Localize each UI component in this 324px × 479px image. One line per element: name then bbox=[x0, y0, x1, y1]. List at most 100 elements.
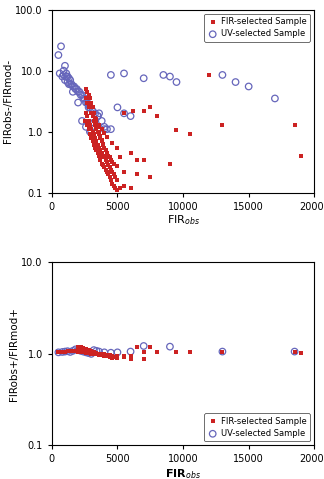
FIR-selected Sample bbox=[102, 351, 107, 359]
FIR-selected Sample bbox=[75, 348, 81, 355]
Y-axis label: FIRobs+/FIRmod+: FIRobs+/FIRmod+ bbox=[9, 307, 19, 401]
FIR-selected Sample bbox=[86, 91, 91, 99]
FIR-selected Sample bbox=[148, 103, 153, 111]
FIR-selected Sample bbox=[94, 349, 99, 357]
FIR-selected Sample bbox=[154, 348, 159, 356]
UV-selected Sample bbox=[141, 74, 146, 82]
FIR-selected Sample bbox=[94, 137, 99, 145]
FIR-selected Sample bbox=[91, 141, 97, 149]
FIR-selected Sample bbox=[86, 346, 91, 354]
FIR-selected Sample bbox=[91, 348, 97, 356]
UV-selected Sample bbox=[167, 73, 172, 80]
FIR-selected Sample bbox=[65, 347, 70, 355]
UV-selected Sample bbox=[87, 103, 92, 111]
FIR-selected Sample bbox=[102, 352, 107, 359]
FIR-selected Sample bbox=[93, 121, 98, 128]
FIR-selected Sample bbox=[112, 184, 117, 192]
UV-selected Sample bbox=[91, 346, 97, 354]
FIR-selected Sample bbox=[108, 176, 113, 184]
X-axis label: FIR$_{obs}$: FIR$_{obs}$ bbox=[167, 213, 200, 227]
UV-selected Sample bbox=[95, 112, 100, 120]
FIR-selected Sample bbox=[115, 176, 120, 184]
UV-selected Sample bbox=[73, 345, 78, 353]
FIR-selected Sample bbox=[115, 354, 120, 362]
FIR-selected Sample bbox=[93, 114, 98, 122]
FIR-selected Sample bbox=[141, 107, 146, 114]
FIR-selected Sample bbox=[85, 88, 90, 96]
FIR-selected Sample bbox=[91, 349, 97, 356]
FIR-selected Sample bbox=[108, 156, 113, 163]
FIR-selected Sample bbox=[88, 110, 94, 117]
UV-selected Sample bbox=[102, 125, 107, 133]
FIR-selected Sample bbox=[83, 95, 88, 103]
FIR-selected Sample bbox=[86, 117, 91, 125]
UV-selected Sample bbox=[94, 347, 99, 354]
FIR-selected Sample bbox=[88, 349, 94, 356]
FIR-selected Sample bbox=[90, 128, 95, 136]
FIR-selected Sample bbox=[97, 350, 102, 357]
FIR-selected Sample bbox=[98, 146, 103, 154]
UV-selected Sample bbox=[108, 349, 113, 356]
UV-selected Sample bbox=[97, 348, 102, 355]
UV-selected Sample bbox=[62, 76, 68, 84]
FIR-selected Sample bbox=[115, 352, 120, 360]
FIR-selected Sample bbox=[94, 349, 99, 356]
FIR-selected Sample bbox=[90, 103, 95, 111]
X-axis label: FIR$_{obs}$: FIR$_{obs}$ bbox=[165, 468, 201, 479]
UV-selected Sample bbox=[115, 103, 120, 111]
UV-selected Sample bbox=[83, 123, 88, 131]
FIR-selected Sample bbox=[104, 168, 110, 176]
FIR-selected Sample bbox=[220, 348, 225, 356]
FIR-selected Sample bbox=[112, 173, 117, 181]
FIR-selected Sample bbox=[134, 156, 140, 163]
UV-selected Sample bbox=[122, 110, 127, 117]
UV-selected Sample bbox=[68, 80, 73, 88]
FIR-selected Sample bbox=[110, 158, 115, 166]
UV-selected Sample bbox=[65, 73, 70, 80]
FIR-selected Sample bbox=[100, 141, 106, 149]
UV-selected Sample bbox=[88, 128, 94, 136]
FIR-selected Sample bbox=[99, 137, 104, 145]
FIR-selected Sample bbox=[99, 149, 104, 157]
Legend: FIR-selected Sample, UV-selected Sample: FIR-selected Sample, UV-selected Sample bbox=[204, 413, 310, 441]
FIR-selected Sample bbox=[103, 146, 108, 154]
FIR-selected Sample bbox=[97, 350, 102, 357]
UV-selected Sample bbox=[115, 349, 120, 356]
FIR-selected Sample bbox=[56, 349, 61, 356]
UV-selected Sample bbox=[60, 348, 65, 356]
FIR-selected Sample bbox=[104, 352, 110, 360]
FIR-selected Sample bbox=[86, 348, 91, 356]
UV-selected Sample bbox=[141, 342, 146, 350]
FIR-selected Sample bbox=[107, 353, 112, 361]
FIR-selected Sample bbox=[107, 163, 112, 171]
FIR-selected Sample bbox=[104, 149, 110, 157]
FIR-selected Sample bbox=[85, 88, 90, 96]
FIR-selected Sample bbox=[102, 163, 107, 171]
FIR-selected Sample bbox=[122, 168, 127, 176]
FIR-selected Sample bbox=[81, 344, 86, 352]
FIR-selected Sample bbox=[97, 350, 102, 357]
FIR-selected Sample bbox=[94, 349, 99, 356]
FIR-selected Sample bbox=[95, 141, 100, 149]
FIR-selected Sample bbox=[167, 160, 172, 168]
UV-selected Sample bbox=[87, 128, 92, 136]
UV-selected Sample bbox=[174, 78, 179, 86]
UV-selected Sample bbox=[91, 119, 97, 126]
UV-selected Sample bbox=[58, 43, 64, 50]
FIR-selected Sample bbox=[99, 137, 104, 144]
FIR-selected Sample bbox=[115, 144, 120, 151]
FIR-selected Sample bbox=[148, 343, 153, 351]
FIR-selected Sample bbox=[115, 186, 120, 194]
FIR-selected Sample bbox=[87, 95, 92, 103]
FIR-selected Sample bbox=[83, 348, 88, 355]
UV-selected Sample bbox=[108, 125, 113, 133]
FIR-selected Sample bbox=[94, 119, 99, 126]
FIR-selected Sample bbox=[292, 349, 297, 356]
UV-selected Sample bbox=[233, 78, 238, 86]
UV-selected Sample bbox=[82, 95, 87, 103]
UV-selected Sample bbox=[62, 348, 68, 355]
FIR-selected Sample bbox=[115, 162, 120, 170]
FIR-selected Sample bbox=[88, 125, 94, 133]
UV-selected Sample bbox=[122, 69, 127, 77]
UV-selected Sample bbox=[72, 83, 77, 91]
